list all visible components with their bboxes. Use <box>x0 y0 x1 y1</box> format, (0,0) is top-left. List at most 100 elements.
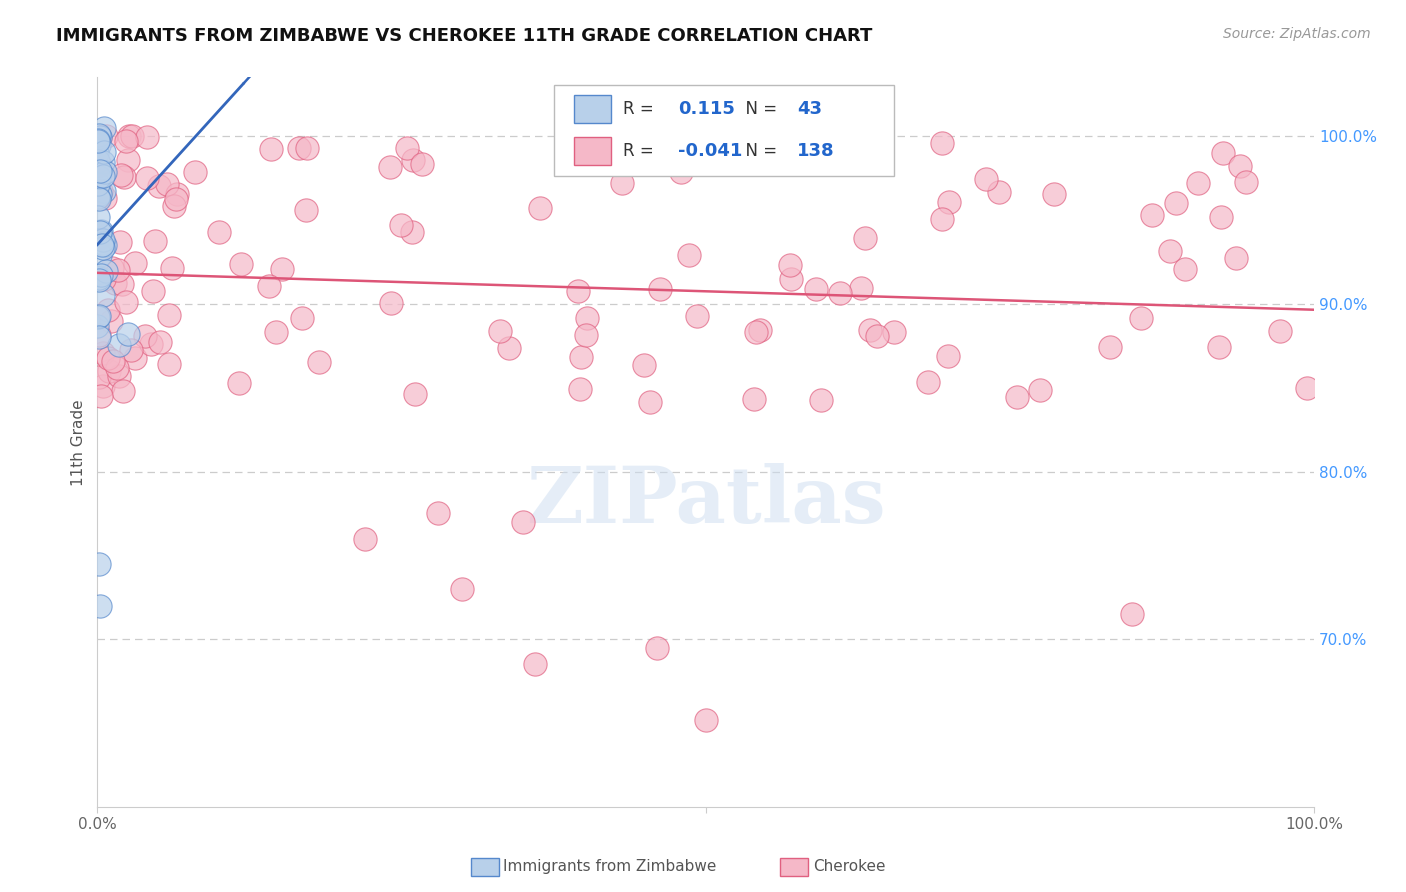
Point <box>1129 311 1152 326</box>
Point <box>90 238 112 252</box>
Point <box>163 199 186 213</box>
Point <box>380 296 402 310</box>
Point <box>748 323 770 337</box>
Point <box>111 384 134 399</box>
Point <box>143 234 166 248</box>
Point <box>974 172 997 186</box>
Point <box>87 309 110 323</box>
Point <box>270 262 292 277</box>
Point <box>294 202 316 217</box>
Point <box>1007 390 1029 404</box>
Point <box>396 140 419 154</box>
Point <box>87 210 110 224</box>
Point <box>638 395 661 409</box>
Point <box>156 177 179 191</box>
Point <box>87 190 110 204</box>
Point <box>695 713 717 727</box>
Point <box>1099 340 1122 354</box>
Point <box>685 309 707 323</box>
Point <box>91 169 114 183</box>
Point <box>1187 176 1209 190</box>
Point <box>91 233 114 247</box>
FancyBboxPatch shape <box>574 137 610 165</box>
Point <box>451 582 474 596</box>
Point <box>228 376 250 390</box>
Point <box>308 355 330 369</box>
Point <box>97 351 120 365</box>
Text: Cherokee: Cherokee <box>813 859 886 873</box>
FancyBboxPatch shape <box>574 95 610 123</box>
Point <box>89 248 111 262</box>
Point <box>93 241 115 255</box>
Point <box>259 278 281 293</box>
Point <box>149 335 172 350</box>
Point <box>136 171 159 186</box>
Point <box>1208 339 1230 353</box>
Point <box>89 370 111 384</box>
Point <box>184 165 207 179</box>
Point <box>89 128 111 143</box>
Point <box>87 310 110 325</box>
Point <box>87 192 110 206</box>
Point <box>724 137 747 152</box>
Text: Immigrants from Zimbabwe: Immigrants from Zimbabwe <box>503 859 717 873</box>
Point <box>107 263 129 277</box>
Point <box>90 389 112 403</box>
Point <box>839 135 862 149</box>
Point <box>512 515 534 529</box>
Point <box>117 129 139 144</box>
Point <box>938 194 960 209</box>
Point <box>208 225 231 239</box>
Text: 43: 43 <box>797 101 823 119</box>
Point <box>297 140 319 154</box>
Point <box>742 392 765 406</box>
Point <box>112 169 135 184</box>
Point <box>830 286 852 301</box>
Point <box>427 507 450 521</box>
Point <box>87 134 110 148</box>
Point <box>100 314 122 328</box>
Point <box>148 179 170 194</box>
Point <box>124 351 146 366</box>
Point <box>804 282 827 296</box>
Point <box>780 271 803 285</box>
Point <box>524 657 547 672</box>
Point <box>883 325 905 339</box>
Text: N =: N = <box>735 101 782 119</box>
Point <box>229 257 252 271</box>
Point <box>569 382 592 396</box>
Point <box>91 379 114 393</box>
Point <box>260 142 283 156</box>
Point <box>97 302 120 317</box>
Point <box>90 268 112 282</box>
Point <box>529 201 551 215</box>
Point <box>160 260 183 275</box>
Point <box>89 186 111 201</box>
Point <box>89 330 111 344</box>
Point <box>87 133 110 147</box>
Point <box>91 287 114 301</box>
Point <box>139 337 162 351</box>
Point <box>89 225 111 239</box>
Point <box>1029 383 1052 397</box>
Point <box>93 120 115 135</box>
Point <box>988 185 1011 199</box>
Point <box>105 360 128 375</box>
Point <box>498 341 520 355</box>
Point <box>87 271 110 285</box>
Point <box>165 192 187 206</box>
Point <box>86 318 108 333</box>
Point <box>404 387 426 401</box>
Point <box>287 141 309 155</box>
Point <box>401 225 423 239</box>
Point <box>87 153 110 168</box>
Point <box>121 129 143 144</box>
Point <box>917 375 939 389</box>
Point <box>648 282 671 296</box>
Point <box>97 364 120 378</box>
Point <box>1225 252 1247 266</box>
Point <box>1234 175 1257 189</box>
Point <box>115 134 138 148</box>
Point <box>354 532 377 546</box>
Point <box>1270 324 1292 338</box>
